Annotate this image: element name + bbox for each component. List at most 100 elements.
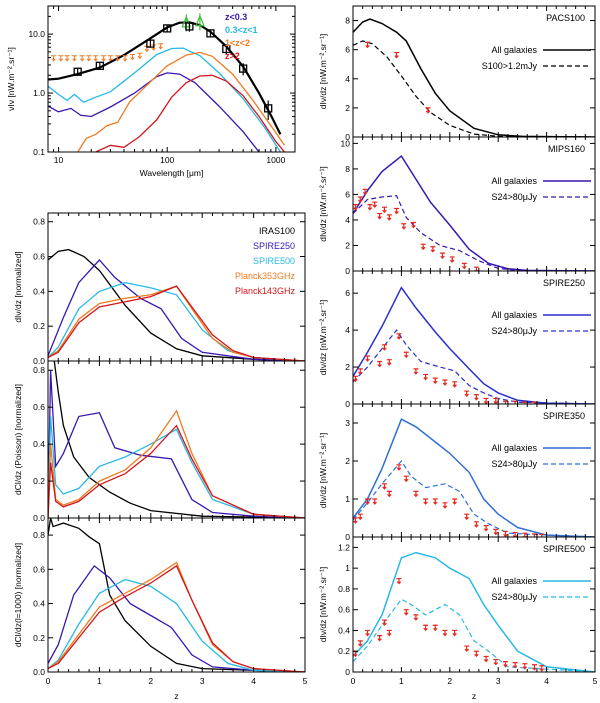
- right-data-point: [365, 41, 371, 49]
- right-ytick-label: 0: [345, 532, 350, 542]
- sed-line-z03: [48, 72, 260, 152]
- right-data-point: [493, 397, 499, 404]
- right-ytick-label: 0.4: [338, 625, 350, 635]
- right-frame: [352, 136, 596, 272]
- left-ytick-label: 0.8: [33, 217, 45, 227]
- right-xtick-label: 3: [496, 676, 501, 686]
- left-ylabel: dIν/dz [normalized]: [13, 251, 23, 322]
- left-legend-1: SPIRE250: [253, 241, 295, 251]
- right-ytick-label: 2: [345, 103, 350, 113]
- left-line-SPIRE500: [48, 416, 305, 518]
- right-data-point: [357, 368, 363, 375]
- right-data-point: [386, 490, 392, 498]
- right-data-point: [473, 394, 479, 401]
- right-data-point: [420, 243, 426, 251]
- right-panel-1: 0 2 4 6 8 10 dIν/dz [nW.m⁻².sr⁻¹]: [318, 136, 596, 276]
- right-line-cut-SPIRE500: [353, 598, 595, 672]
- right-data-point: [512, 662, 518, 669]
- right-ytick-label: 4: [345, 74, 350, 84]
- right-title-SPIRE350: SPIRE350: [543, 411, 585, 421]
- right-ytick-label: 0: [345, 399, 350, 409]
- right-data-point: [532, 533, 537, 537]
- right-line-cut-SPIRE350: [353, 459, 595, 537]
- right-data-point: [425, 107, 431, 114]
- sed-data-point: [146, 39, 155, 48]
- right-data-point: [442, 379, 448, 386]
- right-ytick-label: 6: [345, 288, 350, 298]
- right-data-point: [353, 517, 358, 524]
- right-ytick-label: 8: [345, 164, 350, 174]
- right-data-point: [403, 609, 409, 616]
- right-xlabel: z: [472, 691, 476, 701]
- right-legend-cut: S24>80μJy: [492, 592, 538, 602]
- left-line-SPIRE500: [48, 578, 305, 672]
- right-data-point: [502, 661, 508, 668]
- sed-upper-limit: [93, 55, 99, 62]
- right-data-point: [403, 351, 409, 359]
- sed-legend-1: 0.3<z<1: [225, 25, 258, 35]
- right-data-point: [464, 645, 470, 652]
- right-title-SPIRE250: SPIRE250: [543, 278, 585, 288]
- right-data-point: [377, 212, 383, 220]
- right-data-point: [522, 401, 528, 404]
- right-data-point: [353, 375, 358, 383]
- right-ytick-label: 1: [345, 494, 350, 504]
- right-data-point: [432, 498, 438, 505]
- left-xtick-label: 2: [148, 676, 153, 686]
- right-data-point: [413, 490, 419, 498]
- right-ytick-label: 0: [345, 132, 350, 142]
- right-title-MIPS160: MIPS160: [548, 144, 585, 154]
- right-data-point: [432, 377, 438, 385]
- right-xtick-label: 4: [544, 676, 549, 686]
- right-data-point: [432, 624, 438, 632]
- left-ytick-label: 0.0: [33, 513, 45, 523]
- sed-ylabel: νIν [nW.m⁻².sr⁻¹]: [6, 47, 16, 111]
- right-data-point: [381, 619, 387, 626]
- sed-data-point: [73, 67, 82, 76]
- right-data-point: [493, 658, 499, 666]
- right-data-point: [464, 390, 470, 397]
- right-legend-all: All galaxies: [491, 176, 537, 186]
- sed-upper-limit: [58, 55, 64, 62]
- left-ytick-label: 0.6: [33, 402, 45, 412]
- sed-upper-limit: [130, 53, 136, 61]
- right-title-PACS100: PACS100: [546, 13, 585, 23]
- sed-line-z2: [95, 74, 286, 152]
- right-data-point: [532, 401, 537, 404]
- right-frame: [352, 403, 596, 538]
- right-data-point: [365, 629, 371, 637]
- right-ylabel: dIν/dz [nW.m⁻².sr⁻¹]: [318, 567, 328, 643]
- left-ylabel: dCl/dz (Poisson) [normalized]: [13, 384, 23, 495]
- right-ytick-label: 2: [345, 362, 350, 372]
- right-legend-all: All galaxies: [491, 45, 537, 55]
- right-data-point: [394, 207, 400, 215]
- right-data-point: [377, 360, 383, 368]
- right-data-point: [452, 381, 458, 388]
- left-xtick-label: 5: [303, 676, 308, 686]
- right-data-point: [377, 635, 383, 642]
- right-legend-cut: S24>80μJy: [492, 326, 538, 336]
- right-title-SPIRE500: SPIRE500: [543, 544, 585, 554]
- sed-upper-limit: [64, 55, 70, 62]
- right-data-point: [502, 530, 508, 537]
- left-ytick-label: 0.0: [33, 667, 45, 677]
- right-line-cut-SPIRE250: [353, 329, 595, 404]
- right-data-point: [539, 665, 545, 672]
- right-ytick-label: 10: [341, 138, 351, 148]
- left-line-Planck143GHz: [48, 564, 305, 672]
- sed-data-point: [264, 104, 273, 113]
- right-panel-2: 0 2 4 6 dIν/dz [nW.m⁻².sr⁻¹]: [318, 270, 596, 409]
- right-data-point: [365, 355, 371, 362]
- right-line-all-SPIRE500: [353, 551, 595, 672]
- right-xtick-label: 0: [351, 676, 356, 686]
- right-ylabel: dIν/dz [nW.m⁻².sr⁻¹]: [318, 433, 328, 509]
- right-data-point: [473, 521, 479, 528]
- left-legend-2: SPIRE500: [253, 256, 295, 266]
- right-data-point: [372, 498, 378, 505]
- right-data-point: [367, 204, 373, 211]
- left-ytick-label: 0.4: [33, 439, 45, 449]
- sed-line-03z1: [48, 47, 281, 152]
- right-ytick-label: 2: [345, 240, 350, 250]
- right-ylabel: dIν/dz [nW.m⁻².sr⁻¹]: [318, 34, 328, 110]
- sed-xtick-label: 1000: [266, 155, 285, 165]
